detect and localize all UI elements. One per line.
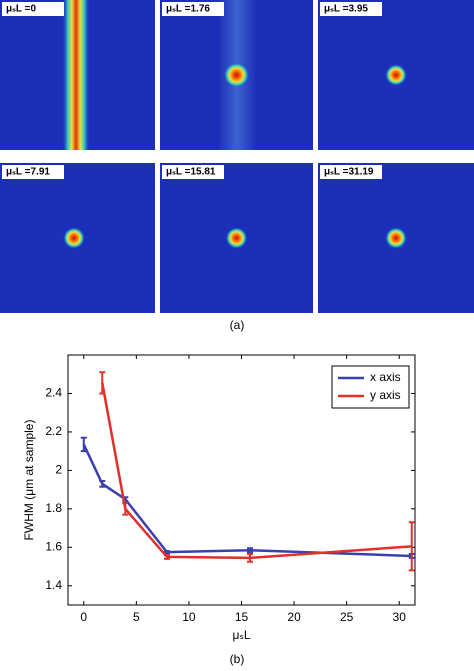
x-tick-label: 0	[80, 610, 87, 624]
image-label: μₛL =1.76	[166, 4, 210, 15]
y-axis-label: FWHM (μm at sample)	[22, 420, 36, 541]
image-label: μₛL =15.81	[166, 167, 216, 178]
caption: (a)	[230, 318, 245, 332]
chart: 1.4 1.6 1.8 2 2.2 2.4 0 5 10 15 20 25 30 μₛL FWHM (μm …	[22, 354, 416, 642]
error-bar	[247, 553, 254, 563]
error-bar	[122, 502, 129, 516]
legend: x axis y axis	[331, 365, 410, 409]
beam-spot	[225, 227, 248, 249]
series-line	[82, 443, 412, 558]
caption: (b)	[230, 652, 245, 666]
label-box	[320, 2, 382, 16]
error-bar	[408, 521, 415, 572]
legend-label: x axis	[370, 370, 401, 384]
y-tick-label: 2.4	[45, 386, 62, 400]
x-tick-label: 10	[182, 610, 196, 624]
beam-spot	[63, 227, 85, 249]
x-tick-label: 25	[340, 610, 354, 624]
image-panel: μₛL =3.95	[318, 0, 474, 150]
label-box	[162, 2, 224, 16]
y-tick-label: 1.4	[45, 578, 62, 592]
y-tick-label: 1.8	[45, 501, 62, 515]
legend-label: y axis	[370, 388, 401, 402]
error-bar	[247, 547, 254, 554]
image-label: μₛL =31.19	[324, 167, 374, 178]
label-box	[2, 2, 64, 16]
y-tick-label: 1.6	[45, 539, 62, 553]
image-label: μₛL =7.91	[6, 167, 50, 178]
beam-spot	[385, 64, 407, 86]
error-bar	[80, 436, 87, 453]
legend-box	[331, 365, 410, 409]
label-box	[162, 165, 224, 179]
image-panel: μₛL =0	[0, 0, 155, 150]
image-panel: μₛL =31.19	[318, 163, 474, 313]
x-axis-label: μₛL	[232, 628, 250, 642]
x-tick-label: 5	[133, 610, 140, 624]
image-label: μₛL =3.95	[324, 4, 368, 15]
x-tick-label: 15	[235, 610, 249, 624]
x-tick-label: 30	[393, 610, 407, 624]
y-tick-label: 2	[55, 463, 62, 477]
beam-spot	[223, 62, 250, 88]
error-bar	[99, 479, 106, 488]
error-bar	[99, 371, 106, 395]
image-label: μₛL =0	[6, 4, 36, 15]
image-panel: μₛL =1.76	[160, 0, 313, 150]
label-box	[320, 165, 382, 179]
image-panel: μₛL =15.81	[160, 163, 313, 313]
error-bar	[163, 554, 170, 560]
image-panels: μₛL =0 μₛL =1.76 μₛL =3.95 μₛL =7.91 μₛL =15…	[0, 0, 474, 313]
y-tick-label: 2.2	[45, 424, 62, 438]
label-box	[2, 165, 64, 179]
beam-spot	[385, 227, 407, 249]
x-tick-label: 20	[287, 610, 301, 624]
beam-streak	[62, 0, 90, 150]
image-panel: μₛL =7.91	[0, 163, 155, 313]
